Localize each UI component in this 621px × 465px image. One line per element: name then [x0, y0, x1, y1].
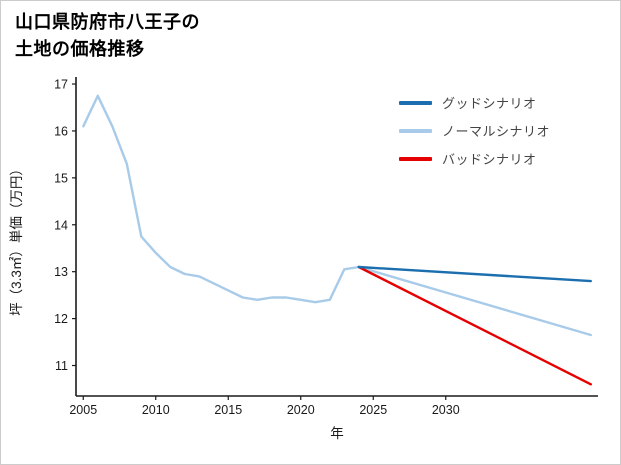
legend-label: バッドシナリオ	[442, 152, 537, 167]
legend-item: バッドシナリオ	[399, 149, 550, 168]
y-tick-label: 13	[54, 265, 68, 279]
series-line-1	[82, 94, 592, 337]
legend-item: グッドシナリオ	[399, 93, 550, 112]
x-tick-label: 2010	[142, 403, 170, 417]
chart-title-line1: 山口県防府市八王子の	[15, 12, 200, 32]
legend: グッドシナリオ ノーマルシナリオ バッドシナリオ	[399, 93, 550, 168]
y-tick-label: 11	[55, 359, 68, 373]
legend-label: ノーマルシナリオ	[442, 124, 551, 139]
legend-item: ノーマルシナリオ	[399, 121, 550, 140]
legend-label: グッドシナリオ	[442, 96, 537, 111]
y-tick-label: 15	[54, 171, 68, 185]
chart-title-line2: 土地の価格推移	[15, 39, 145, 59]
y-tick-label: 16	[54, 124, 68, 138]
x-tick-label: 2015	[214, 403, 242, 417]
series-line-2	[357, 265, 592, 386]
x-tick-label: 2025	[359, 403, 387, 417]
y-axis-label: 坪（3.3㎡）単価（万円）	[9, 162, 24, 316]
legend-line-swatch	[399, 156, 432, 161]
y-tick-label: 17	[54, 78, 68, 92]
legend-line-swatch	[399, 100, 432, 105]
y-tick-label: 14	[54, 218, 68, 232]
x-tick-label: 2020	[287, 403, 315, 417]
series-line-0	[357, 265, 592, 283]
legend-line-swatch	[399, 128, 432, 133]
x-axis-label: 年	[330, 426, 344, 441]
chart-title: 山口県防府市八王子の 土地の価格推移	[15, 9, 200, 63]
x-tick-label: 2005	[69, 403, 97, 417]
x-tick-label: 2030	[432, 403, 460, 417]
y-tick-label: 12	[54, 312, 68, 326]
